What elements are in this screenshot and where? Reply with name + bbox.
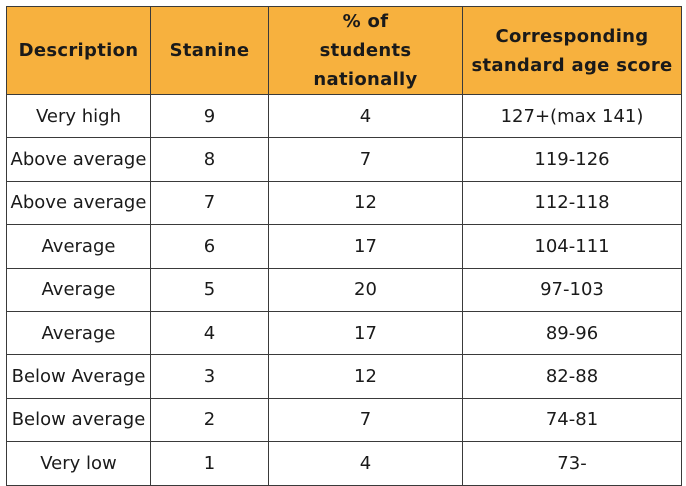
table-row: Above average 8 7 119-126 (6, 137, 682, 182)
cell-age-score: 119-126 (462, 137, 682, 182)
cell-percent: 4 (268, 93, 463, 139)
table-row: Average 5 20 97-103 (6, 267, 682, 312)
cell-percent: 17 (268, 224, 463, 269)
table-row: Below Average 3 12 82-88 (6, 354, 682, 399)
cell-age-score: 97-103 (462, 267, 682, 312)
cell-stanine: 1 (150, 441, 269, 486)
table-row: Average 4 17 89-96 (6, 310, 682, 356)
table-row: Below average 2 7 74-81 (6, 397, 682, 443)
cell-percent: 17 (268, 310, 463, 356)
cell-stanine: 3 (150, 354, 269, 399)
cell-stanine: 9 (150, 93, 269, 139)
table-body: Very high 9 4 127+(max 141) Above averag… (6, 93, 682, 486)
cell-stanine: 4 (150, 310, 269, 356)
cell-percent: 12 (268, 180, 463, 226)
header-stanine: Stanine (150, 6, 269, 95)
cell-stanine: 5 (150, 267, 269, 312)
cell-stanine: 2 (150, 397, 269, 443)
cell-description: Below average (6, 397, 151, 443)
cell-description: Average (6, 310, 151, 356)
cell-description: Average (6, 267, 151, 312)
cell-description: Above average (6, 180, 151, 226)
cell-age-score: 82-88 (462, 354, 682, 399)
cell-percent: 20 (268, 267, 463, 312)
cell-age-score: 104-111 (462, 224, 682, 269)
cell-description: Below Average (6, 354, 151, 399)
cell-stanine: 8 (150, 137, 269, 182)
cell-age-score: 89-96 (462, 310, 682, 356)
cell-age-score: 112-118 (462, 180, 682, 226)
cell-stanine: 6 (150, 224, 269, 269)
table-row: Average 6 17 104-111 (6, 224, 682, 269)
cell-stanine: 7 (150, 180, 269, 226)
cell-percent: 7 (268, 137, 463, 182)
header-description: Description (6, 6, 151, 95)
cell-description: Average (6, 224, 151, 269)
cell-description: Very low (6, 441, 151, 486)
header-row: Description Stanine % of students nation… (6, 6, 682, 95)
header-percent-students: % of students nationally (268, 6, 463, 95)
cell-percent: 12 (268, 354, 463, 399)
table-row: Above average 7 12 112-118 (6, 180, 682, 226)
table-row: Very low 1 4 73- (6, 441, 682, 486)
cell-percent: 7 (268, 397, 463, 443)
cell-description: Above average (6, 137, 151, 182)
cell-percent: 4 (268, 441, 463, 486)
cell-age-score: 74-81 (462, 397, 682, 443)
cell-description: Very high (6, 93, 151, 139)
table-row: Very high 9 4 127+(max 141) (6, 93, 682, 139)
header-standard-age-score: Corresponding standard age score (462, 6, 682, 95)
cell-age-score: 73- (462, 441, 682, 486)
table-header: Description Stanine % of students nation… (6, 6, 682, 95)
stanine-table: Description Stanine % of students nation… (6, 6, 682, 486)
cell-age-score: 127+(max 141) (462, 93, 682, 139)
